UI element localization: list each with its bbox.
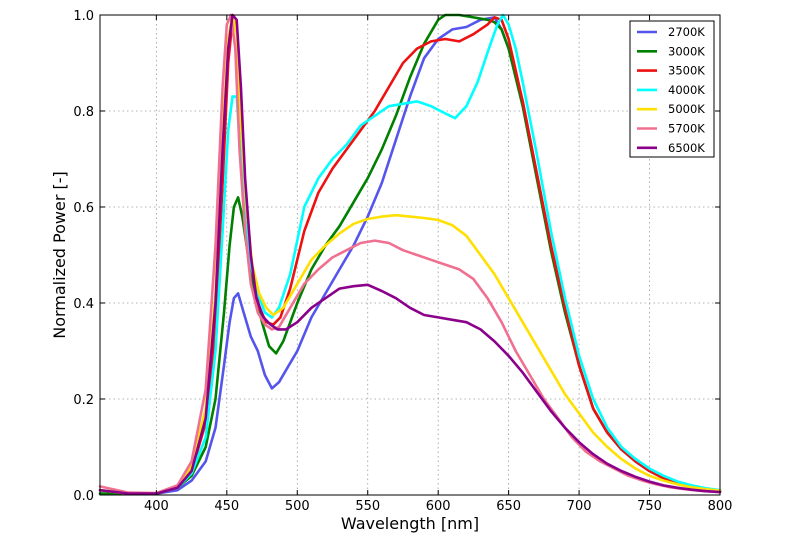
plot-frame (99, 14, 721, 496)
y-tick-label: 0.8 (73, 105, 94, 120)
x-tick-label: 450 (214, 499, 239, 514)
x-tick-label: 600 (426, 499, 451, 514)
y-axis-label: Normalized Power [-] (50, 171, 69, 339)
legend-label: 6500K (668, 141, 705, 155)
x-tick-label: 650 (496, 499, 521, 514)
axis-ticks: 400 450 500 550 600 650 700 750 800 0.0 0.2 0.4 0.6 0… (73, 9, 732, 514)
legend-label: 3000K (668, 44, 705, 58)
x-tick-label: 700 (567, 499, 592, 514)
x-tick-label: 800 (708, 499, 733, 514)
y-tick-label: 0.4 (73, 297, 94, 312)
series-line-4000k (98, 13, 722, 495)
series-lines (98, 13, 722, 496)
y-tick-label: 0.6 (73, 201, 94, 216)
series-line-3500k (98, 16, 722, 495)
y-tick-label: 0.2 (73, 393, 94, 408)
series-line-6500k (98, 13, 722, 495)
legend-label: 2700K (668, 25, 705, 39)
series-line-5700k (98, 13, 722, 495)
legend-label: 4000K (668, 83, 705, 97)
legend-label: 5700K (668, 122, 705, 136)
x-tick-label: 750 (637, 499, 662, 514)
y-tick-label: 1.0 (73, 9, 94, 24)
x-tick-label: 400 (144, 499, 169, 514)
x-axis-label: Wavelength [nm] (341, 514, 479, 533)
x-tick-label: 500 (285, 499, 310, 514)
x-tick-label: 550 (355, 499, 380, 514)
legend-label: 3500K (668, 64, 705, 78)
y-tick-label: 0.0 (73, 489, 94, 504)
legend: 2700K 3000K 3500K 4000K 5000K 5700K 6500K (629, 20, 715, 158)
legend-label: 5000K (668, 102, 705, 116)
